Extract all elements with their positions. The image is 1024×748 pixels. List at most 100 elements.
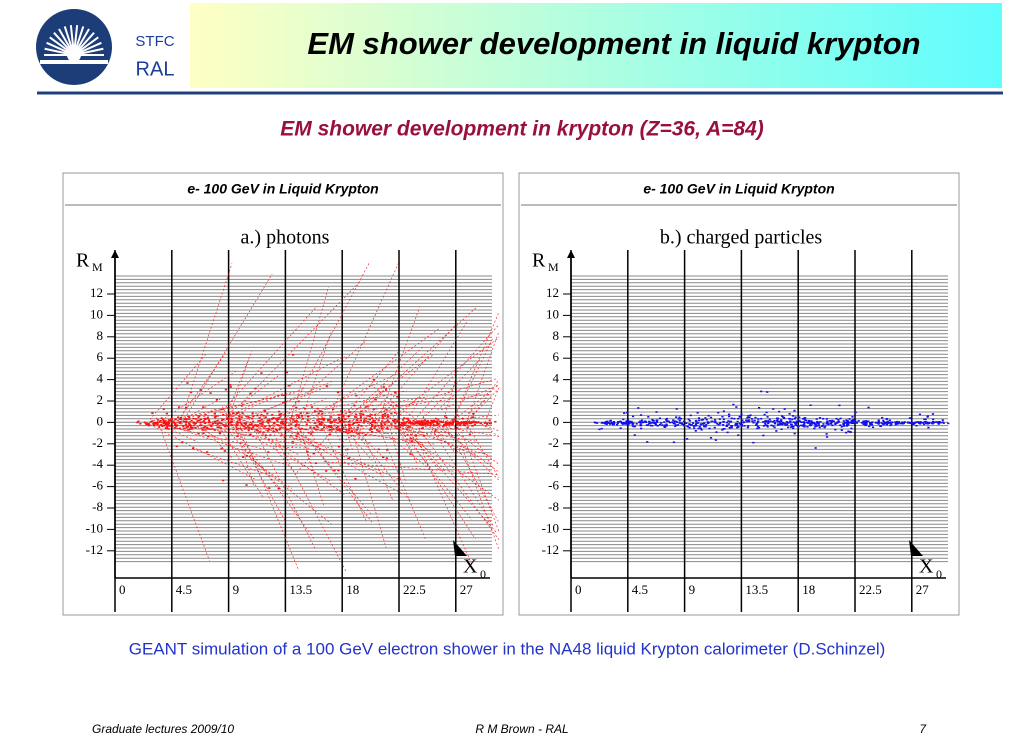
hit	[802, 418, 805, 420]
hit	[615, 423, 619, 426]
hit	[409, 453, 412, 455]
hit	[742, 421, 745, 424]
photon-track	[323, 461, 500, 475]
photon-track	[297, 424, 436, 445]
hit	[320, 410, 324, 413]
hit	[752, 441, 755, 444]
hit	[290, 417, 293, 420]
hit	[738, 422, 741, 425]
hit	[799, 424, 802, 427]
hit	[295, 420, 298, 422]
hit	[790, 426, 793, 428]
hit	[926, 415, 929, 417]
hit	[190, 428, 194, 430]
hit	[278, 413, 281, 416]
hit	[347, 429, 351, 432]
hit	[748, 416, 751, 419]
hit	[240, 404, 243, 407]
hit	[201, 429, 204, 431]
hit	[631, 425, 634, 427]
hit	[883, 421, 886, 423]
hit	[780, 423, 784, 426]
hit	[889, 424, 892, 427]
photon-track	[461, 399, 486, 419]
hit	[213, 420, 217, 423]
hit	[344, 424, 347, 426]
hit	[429, 422, 432, 425]
hit	[803, 422, 806, 424]
hit	[318, 423, 321, 426]
hit	[877, 423, 880, 425]
hit	[307, 419, 310, 422]
hit	[268, 487, 271, 489]
hit	[314, 422, 317, 424]
hit	[357, 433, 360, 435]
hit	[741, 419, 744, 422]
hit	[268, 419, 271, 422]
hit	[383, 415, 386, 417]
hit	[373, 420, 376, 422]
hit	[706, 421, 709, 423]
hit	[220, 427, 223, 429]
hit	[320, 429, 323, 431]
photon-track	[375, 424, 430, 469]
hit	[737, 417, 740, 420]
hit	[603, 422, 606, 424]
hit	[475, 421, 479, 424]
hit	[263, 425, 266, 428]
hit	[396, 419, 399, 422]
hit	[232, 412, 235, 414]
hit	[344, 418, 347, 421]
x-tick-label: 13.5	[745, 582, 768, 597]
hit	[837, 420, 840, 423]
hit	[831, 419, 834, 422]
hit	[822, 417, 825, 420]
hit	[414, 422, 417, 425]
hit	[307, 431, 310, 434]
hit	[211, 422, 214, 425]
x-arrow	[453, 540, 467, 556]
hit	[271, 414, 274, 416]
hit	[772, 425, 775, 427]
hit	[361, 413, 364, 415]
hit	[915, 421, 918, 424]
figure: e- 100 GeV in Liquid Krypton a.) photons R…	[62, 172, 504, 616]
y-tick-label: 12	[90, 285, 103, 300]
hit	[700, 419, 703, 421]
y-tick-label: -2	[92, 435, 103, 450]
hit	[730, 417, 733, 420]
hit	[825, 433, 828, 435]
photon-track	[240, 280, 362, 405]
hit	[623, 412, 626, 415]
hit	[456, 422, 459, 424]
photon-track	[427, 422, 495, 527]
hit	[188, 424, 192, 426]
hit	[238, 415, 241, 418]
hit	[471, 425, 474, 427]
hit	[714, 421, 717, 424]
hit	[801, 425, 804, 427]
hit	[418, 421, 421, 424]
hit	[356, 419, 359, 421]
hit	[285, 371, 289, 374]
hit	[247, 429, 250, 432]
hit	[168, 424, 171, 427]
hit	[809, 422, 812, 425]
photon-track	[335, 417, 381, 424]
hit	[868, 425, 871, 428]
hit	[683, 424, 686, 427]
hit	[862, 420, 865, 423]
hit	[750, 418, 754, 420]
hit	[783, 423, 786, 425]
hit	[451, 422, 454, 424]
hit	[620, 422, 624, 425]
hit	[665, 420, 669, 422]
hit	[293, 420, 297, 423]
hit	[885, 418, 889, 420]
hit	[708, 427, 711, 430]
hit	[643, 421, 646, 423]
hit	[329, 418, 332, 421]
hit	[788, 413, 791, 415]
hit	[785, 421, 788, 423]
hit	[702, 424, 706, 427]
